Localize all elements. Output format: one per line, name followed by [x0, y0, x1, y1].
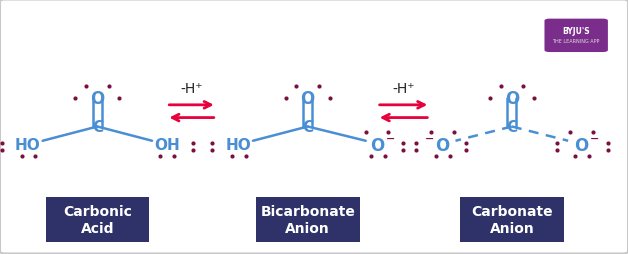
- Text: O: O: [574, 136, 588, 154]
- Text: OH: OH: [154, 138, 180, 153]
- Text: −: −: [425, 133, 435, 143]
- Text: Bicarbonate
Anion: Bicarbonate Anion: [260, 204, 355, 235]
- Text: C: C: [302, 120, 313, 134]
- Text: −: −: [590, 133, 600, 143]
- FancyBboxPatch shape: [544, 20, 608, 53]
- Text: HO: HO: [15, 138, 41, 153]
- Text: -H⁺: -H⁺: [180, 82, 203, 96]
- FancyBboxPatch shape: [256, 198, 360, 242]
- Text: THE LEARNING APP: THE LEARNING APP: [553, 39, 600, 44]
- FancyBboxPatch shape: [460, 198, 564, 242]
- Text: O: O: [505, 90, 519, 108]
- Text: O: O: [301, 90, 315, 108]
- Text: BYJU'S: BYJU'S: [563, 27, 590, 36]
- Text: O: O: [370, 136, 384, 154]
- Text: −: −: [386, 133, 396, 143]
- Text: -H⁺: -H⁺: [392, 82, 414, 96]
- Text: C: C: [506, 120, 517, 134]
- Text: C: C: [92, 120, 103, 134]
- Text: O: O: [435, 136, 450, 154]
- Text: HO: HO: [225, 138, 251, 153]
- Text: Carbonate
Anion: Carbonate Anion: [471, 204, 553, 235]
- FancyBboxPatch shape: [45, 198, 149, 242]
- Text: Carbonic
Acid: Carbonic Acid: [63, 204, 132, 235]
- Text: O: O: [90, 90, 104, 108]
